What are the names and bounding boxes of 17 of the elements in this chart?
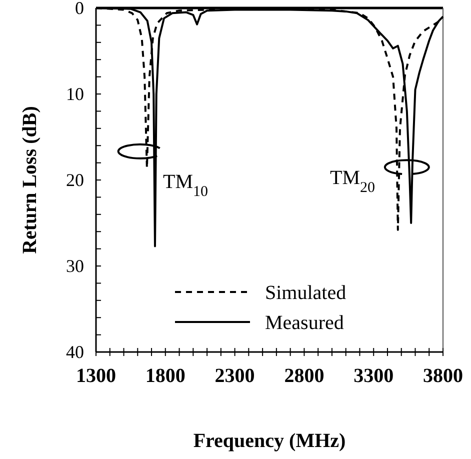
- y-tick-label: 30: [66, 256, 84, 276]
- legend-label: Measured: [265, 312, 344, 334]
- x-tick-label: 1300: [76, 365, 116, 387]
- x-tick-label: 2800: [284, 365, 324, 387]
- x-tick-label: 1800: [145, 365, 186, 387]
- annotation: TM$_{10}$: [163, 171, 208, 200]
- y-tick-label: 40: [66, 342, 84, 362]
- y-tick-label: 0: [75, 0, 84, 18]
- y-tick-label: 20: [66, 170, 84, 190]
- x-axis-title: Frequency (MHz): [193, 430, 346, 452]
- x-tick-label: 2300: [214, 365, 255, 387]
- y-axis-title: Return Loss (dB): [19, 106, 41, 254]
- y-tick-label: 10: [66, 84, 84, 104]
- annotation: TM$_{20}$: [330, 167, 375, 196]
- legend-label: Simulated: [265, 282, 346, 304]
- x-tick-label: 3300: [354, 365, 394, 387]
- x-tick-label: 3800: [423, 365, 463, 387]
